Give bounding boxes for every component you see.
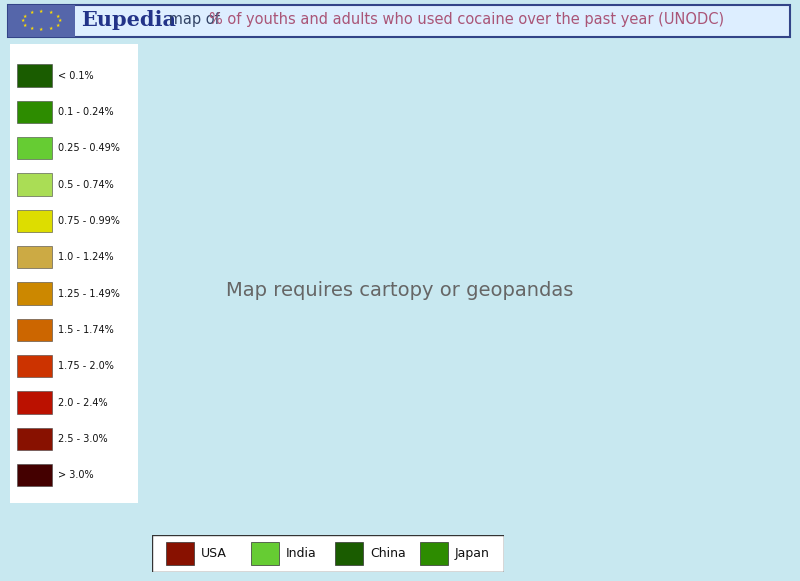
Bar [18, 428, 52, 450]
Text: Eupedia: Eupedia [81, 10, 176, 30]
Text: 0.25 - 0.49%: 0.25 - 0.49% [58, 143, 120, 153]
Bar [18, 173, 52, 196]
Text: ★: ★ [21, 18, 25, 23]
Bar [18, 101, 52, 123]
Bar [250, 542, 278, 565]
Text: USA: USA [202, 547, 227, 560]
Bar [18, 355, 52, 378]
Text: 0.75 - 0.99%: 0.75 - 0.99% [58, 216, 120, 226]
Bar [335, 542, 363, 565]
Bar [18, 391, 52, 414]
Text: 1.25 - 1.49%: 1.25 - 1.49% [58, 289, 120, 299]
Bar [166, 542, 194, 565]
Text: ★: ★ [55, 13, 59, 19]
Bar [18, 464, 52, 486]
Text: 2.5 - 3.0%: 2.5 - 3.0% [58, 434, 108, 444]
Text: ★: ★ [39, 9, 43, 14]
Bar [18, 282, 52, 305]
Text: 1.75 - 2.0%: 1.75 - 2.0% [58, 361, 114, 371]
Text: ★: ★ [30, 26, 34, 31]
Bar [18, 246, 52, 268]
Text: 0.1 - 0.24%: 0.1 - 0.24% [58, 107, 114, 117]
Text: Japan: Japan [454, 547, 490, 560]
Text: Map requires cartopy or geopandas: Map requires cartopy or geopandas [226, 281, 574, 300]
Text: 2.0 - 2.4%: 2.0 - 2.4% [58, 397, 108, 407]
Text: ★: ★ [30, 10, 34, 15]
Bar [18, 64, 52, 87]
Text: ★: ★ [23, 13, 27, 19]
Text: 1.0 - 1.24%: 1.0 - 1.24% [58, 252, 114, 262]
Bar [18, 210, 52, 232]
Text: 1.5 - 1.74%: 1.5 - 1.74% [58, 325, 114, 335]
Text: ★: ★ [39, 27, 43, 32]
Text: ★: ★ [55, 23, 59, 28]
Bar [18, 318, 52, 341]
Text: > 3.0%: > 3.0% [58, 470, 94, 480]
Text: ★: ★ [48, 10, 53, 15]
Text: ★: ★ [48, 26, 53, 31]
Text: ★: ★ [23, 23, 27, 28]
Text: India: India [286, 547, 317, 560]
Text: < 0.1%: < 0.1% [58, 70, 94, 81]
Text: China: China [370, 547, 406, 560]
Text: % of youths and adults who used cocaine over the past year (UNODC): % of youths and adults who used cocaine … [209, 12, 724, 27]
Bar [18, 137, 52, 159]
Text: ★: ★ [58, 18, 62, 23]
Text: 0.5 - 0.74%: 0.5 - 0.74% [58, 180, 114, 189]
Text: map of: map of [165, 12, 225, 27]
Bar [419, 542, 448, 565]
Bar [8, 5, 74, 37]
